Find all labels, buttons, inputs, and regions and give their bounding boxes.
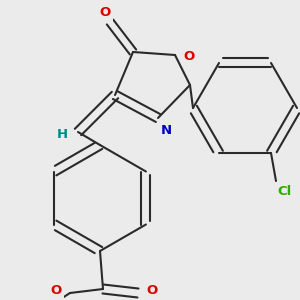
Text: H: H: [56, 128, 68, 142]
Text: Cl: Cl: [277, 184, 291, 197]
Text: N: N: [160, 124, 172, 136]
Text: O: O: [183, 50, 195, 62]
Text: O: O: [146, 284, 158, 298]
Text: O: O: [99, 5, 111, 19]
Text: O: O: [50, 284, 62, 298]
